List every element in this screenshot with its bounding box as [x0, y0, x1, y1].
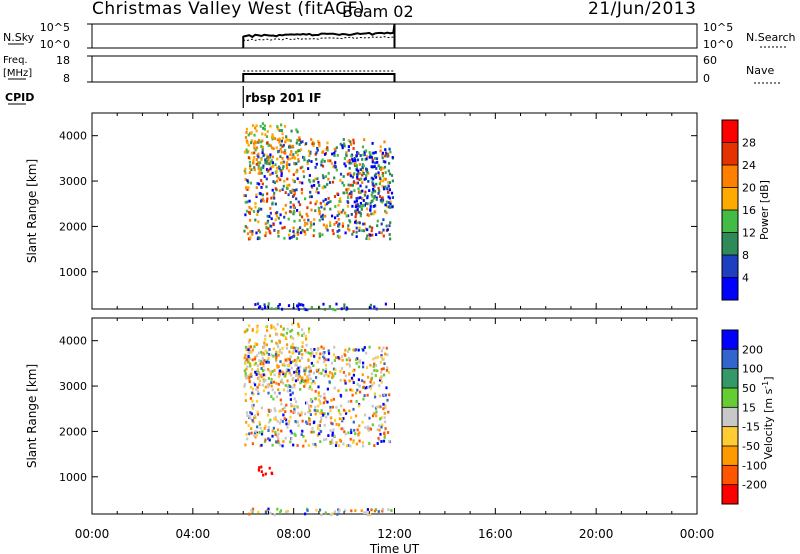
- beam-label: Beam 02: [342, 2, 414, 21]
- power-ytick-label: 1000: [59, 266, 87, 279]
- power-colorbar-label-0: 4: [742, 272, 749, 285]
- power-colorbar-cell: [722, 232, 738, 255]
- velocity-colorbar-label-0: -200: [742, 479, 767, 492]
- velocity-colorbar-label-2: -50: [742, 440, 760, 453]
- velocity-ytick-label: 2000: [59, 425, 87, 438]
- x-axis-label: Time UT: [369, 542, 420, 554]
- power-ytick-label: 4000: [59, 130, 87, 143]
- velocity-colorbar-label-7: 200: [742, 343, 763, 356]
- velocity-scatter: [243, 322, 393, 517]
- velocity-panel-frame: [91, 317, 698, 515]
- frequency-left-tick-bottom: 8: [63, 72, 70, 85]
- cpid-label: CPID: [5, 91, 34, 104]
- frequency-left-tick-top: 18: [56, 54, 70, 67]
- power-colorbar-label-4: 20: [742, 182, 756, 195]
- noise-right-label: N.Search: [746, 31, 796, 44]
- power-ylabel: Slant Range [km]: [25, 159, 39, 263]
- noise-left-tick-bottom: 10^0: [40, 38, 70, 51]
- noise-left-label: N.Sky: [3, 31, 35, 44]
- velocity-colorbar-label-6: 100: [742, 363, 763, 376]
- frequency-right-tick-bottom: 0: [703, 72, 710, 85]
- power-scatter: [243, 122, 395, 312]
- xtick-label-2: 08:00: [276, 527, 311, 541]
- power-panel-frame: [91, 112, 698, 310]
- noise-right-tick-top: 10^5: [703, 21, 733, 34]
- xtick-label-1: 04:00: [176, 527, 211, 541]
- power-colorbar-cell: [722, 255, 738, 278]
- velocity-ytick-label: 3000: [59, 380, 87, 393]
- power-colorbar-label-1: 8: [742, 249, 749, 262]
- frequency-left-label-line2: [MHz]: [3, 68, 32, 79]
- xtick-label-5: 20:00: [579, 527, 614, 541]
- velocity-colorbar-cell: [722, 407, 738, 427]
- power-colorbar-cell: [722, 277, 738, 300]
- power-colorbar-cell: [722, 187, 738, 210]
- noise-left-tick-top: 10^5: [40, 21, 70, 34]
- frequency-line: [242, 73, 396, 82]
- station-title: Christmas Valley West (fitACF): [92, 0, 366, 19]
- power-colorbar-cell: [722, 165, 738, 188]
- power-colorbar-cell: [722, 120, 738, 143]
- velocity-ytick-label: 1000: [59, 471, 87, 484]
- velocity-colorbar-label-5: 50: [742, 382, 756, 395]
- velocity-ytick-label: 4000: [59, 335, 87, 348]
- xtick-label-4: 16:00: [478, 527, 513, 541]
- xtick-label-3: 12:00: [377, 527, 412, 541]
- velocity-colorbar-label-3: -15: [742, 421, 760, 434]
- noise-right-tick-bottom: 10^0: [703, 38, 733, 51]
- frequency-right-label: Nave: [746, 64, 774, 77]
- frequency-right-tick-top: 60: [703, 54, 717, 67]
- velocity-colorbar-cell: [722, 368, 738, 388]
- velocity-ylabel: Slant Range [km]: [25, 364, 39, 468]
- power-colorbar-label-2: 12: [742, 227, 756, 240]
- velocity-colorbar-cell: [722, 426, 738, 446]
- xtick-label-0: 00:00: [75, 527, 110, 541]
- velocity-colorbar-label-1: -100: [742, 459, 767, 472]
- date-label: 21/Jun/2013: [588, 0, 697, 19]
- power-colorbar-label-3: 16: [742, 204, 756, 217]
- power-colorbar-label-5: 24: [742, 159, 756, 172]
- velocity-colorbar-cell: [722, 465, 738, 485]
- power-ytick-label: 3000: [59, 175, 87, 188]
- velocity-colorbar-label-4: 15: [742, 401, 756, 414]
- velocity-colorbar-cell: [722, 484, 738, 504]
- power-ytick-label: 2000: [59, 220, 87, 233]
- power-colorbar-title: Power [dB]: [758, 180, 771, 240]
- power-colorbar-cell: [722, 142, 738, 165]
- noise-search-line: [242, 36, 394, 42]
- velocity-colorbar-frame: [721, 329, 739, 505]
- velocity-colorbar-title: Velocity [m s-1]: [761, 376, 775, 459]
- velocity-colorbar-cell: [722, 446, 738, 466]
- velocity-colorbar-cell: [722, 330, 738, 350]
- xtick-label-6: 00:00: [680, 527, 715, 541]
- velocity-colorbar-cell: [722, 349, 738, 369]
- power-colorbar-cell: [722, 210, 738, 233]
- power-colorbar-label-6: 28: [742, 137, 756, 150]
- frequency-left-label-line1: Freq.: [3, 55, 28, 66]
- cpid-segment-label-0: rbsp 201 IF: [245, 91, 321, 105]
- noise-sky-line: [242, 23, 396, 48]
- velocity-colorbar-cell: [722, 388, 738, 408]
